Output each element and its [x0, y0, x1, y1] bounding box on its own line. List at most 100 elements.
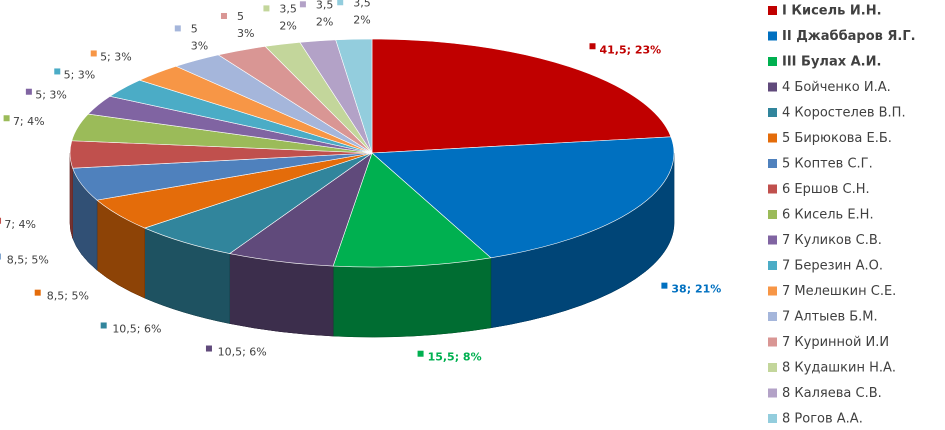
legend-swatch	[768, 184, 777, 194]
legend-swatch	[768, 337, 777, 347]
legend-item-8: 6 Ершов С.Н.	[768, 182, 870, 197]
legend-swatch	[768, 261, 777, 270]
legend-swatch	[768, 133, 777, 143]
label-marker	[0, 217, 2, 224]
label-text: 10,5; 6%	[112, 322, 161, 335]
legend-item-16: 8 Каляева С.В.	[768, 386, 882, 401]
pie-slice-1	[371, 38, 672, 154]
label-marker	[100, 322, 107, 329]
label-marker	[220, 12, 227, 19]
legend-item-14: 7 Куринной И.И	[768, 335, 889, 350]
data-labels: 41,5; 23% 38; 21% 15,5; 8% 10,5; 6% 10,5; 6%…	[0, 0, 721, 364]
label-text: 7; 4%	[13, 115, 45, 128]
data-label-10: 5; 3%	[25, 88, 67, 102]
data-label-16: 3,52%	[299, 0, 334, 28]
legend-label: 5 Бирюкова Е.Б.	[782, 131, 892, 146]
legend-item-15: 8 Кудашкин Н.А.	[768, 361, 896, 376]
legend-item-7: 5 Коптев С.Г.	[768, 157, 873, 172]
legend-swatch	[768, 414, 777, 423]
label-marker	[263, 5, 270, 12]
label-text: 7; 4%	[4, 218, 36, 231]
pie-side-4	[229, 253, 334, 337]
data-label-9: 7; 4%	[3, 115, 45, 128]
legend-label: 8 Каляева С.В.	[782, 386, 882, 401]
pie-side-3	[332, 257, 492, 338]
label-marker	[90, 50, 97, 57]
legend-label: III Булах А.И.	[782, 55, 881, 70]
legend-label: 6 Ершов С.Н.	[782, 182, 870, 197]
data-label-4: 10,5; 6%	[205, 345, 267, 359]
label-percent: 2%	[353, 13, 370, 26]
label-marker	[3, 115, 10, 122]
label-marker	[661, 282, 668, 289]
legend-swatch	[768, 388, 777, 398]
label-marker	[54, 68, 61, 75]
data-label-15: 3,52%	[263, 2, 297, 32]
label-marker	[589, 43, 596, 50]
label-value: 3,5	[279, 2, 297, 15]
legend-item-3: III Булах А.И.	[768, 55, 881, 70]
label-marker	[0, 253, 1, 260]
legend-swatch	[768, 363, 777, 372]
label-value: 3,5	[316, 0, 334, 11]
legend-swatch	[768, 31, 777, 41]
legend-item-6: 5 Бирюкова Е.Б.	[768, 131, 892, 146]
pie-sides	[69, 152, 675, 338]
data-label-8: 7; 4%	[0, 217, 36, 231]
legend-label: 8 Кудашкин Н.А.	[782, 361, 896, 376]
legend-swatch	[768, 159, 777, 168]
label-marker	[337, 0, 344, 6]
legend-swatch	[768, 210, 777, 219]
label-marker	[299, 1, 306, 8]
legend-label: 7 Мелешкин С.Е.	[782, 284, 896, 299]
legend-item-11: 7 Березин А.О.	[768, 259, 883, 274]
data-label-7: 8,5; 5%	[0, 253, 49, 267]
legend-item-4: 4 Бойченко И.А.	[768, 80, 891, 95]
legend-label: I Кисель И.Н.	[782, 4, 882, 19]
label-text: 8,5; 5%	[7, 254, 49, 267]
label-value: 5	[237, 10, 244, 23]
label-value: 5	[191, 22, 198, 35]
legend-label: 6 Кисель Е.Н.	[782, 208, 874, 223]
label-percent: 3%	[237, 27, 254, 40]
data-label-11: 5; 3%	[54, 68, 95, 81]
legend-item-17: 8 Рогов А.А.	[768, 412, 863, 427]
label-marker	[25, 88, 32, 95]
legend-item-13: 7 Алтыев Б.М.	[768, 310, 878, 325]
data-label-6: 8,5; 5%	[34, 289, 89, 303]
legend-swatch	[768, 57, 777, 66]
data-label-5: 10,5; 6%	[100, 322, 161, 335]
label-marker	[417, 350, 424, 357]
data-label-17: 3,52%	[337, 0, 371, 26]
legend-label: 7 Куринной И.И	[782, 335, 889, 350]
label-text: 41,5; 23%	[600, 43, 662, 56]
pie-tops	[69, 38, 675, 268]
label-text: 5; 3%	[64, 68, 96, 81]
label-value: 3,5	[353, 0, 371, 9]
legend-label: 7 Березин А.О.	[782, 259, 883, 274]
label-marker	[34, 289, 41, 296]
legend-label: 8 Рогов А.А.	[782, 412, 863, 427]
label-text: 38; 21%	[671, 283, 721, 296]
data-label-1: 41,5; 23%	[589, 43, 662, 56]
legend: I Кисель И.Н. II Джаббаров Я.Г. III Булах …	[768, 4, 916, 427]
legend-label: 4 Бойченко И.А.	[782, 80, 891, 95]
label-marker	[205, 345, 212, 352]
legend-label: 7 Куликов С.В.	[782, 233, 882, 248]
label-text: 15,5; 8%	[428, 351, 482, 364]
legend-swatch	[768, 235, 777, 245]
legend-swatch	[768, 6, 777, 15]
legend-swatch	[768, 286, 777, 296]
legend-label: 5 Коптев С.Г.	[782, 157, 873, 172]
label-percent: 3%	[191, 39, 208, 52]
data-label-12: 5; 3%	[90, 50, 132, 63]
legend-item-10: 7 Куликов С.В.	[768, 233, 882, 248]
data-label-3: 15,5; 8%	[417, 350, 482, 364]
legend-swatch	[768, 82, 777, 92]
label-text: 10,5; 6%	[218, 346, 267, 359]
pie-slice-2	[371, 136, 675, 259]
legend-label: II Джаббаров Я.Г.	[782, 29, 916, 44]
data-label-13: 53%	[174, 22, 208, 52]
legend-item-12: 7 Мелешкин С.Е.	[768, 284, 896, 299]
